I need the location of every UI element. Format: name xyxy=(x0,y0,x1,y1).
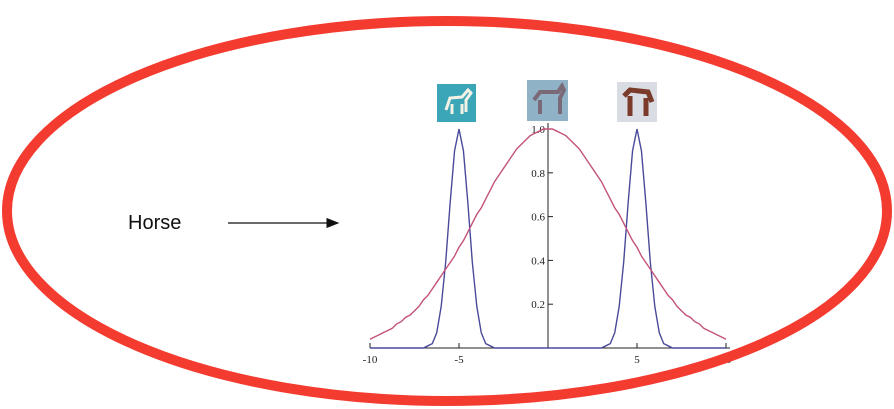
horse-thumbnail xyxy=(437,84,476,122)
curve xyxy=(369,128,727,340)
x-tick-label: -5 xyxy=(454,354,464,366)
horse-icon xyxy=(622,87,655,116)
horse-icon xyxy=(444,87,473,114)
x-tick-label: -10 xyxy=(363,354,378,366)
horse-icon xyxy=(532,82,567,114)
y-tick-label: 0.4 xyxy=(531,255,545,267)
y-tick-label: 0.2 xyxy=(531,299,545,311)
x-tick-label: 5 xyxy=(634,354,640,366)
curve xyxy=(370,128,726,349)
highlight-ellipse xyxy=(2,16,892,406)
plot: -10 -5 5 100.20.40.60.81.0 xyxy=(363,123,732,366)
thumbnails xyxy=(437,80,657,122)
y-tick-label: 0.8 xyxy=(531,168,545,180)
y-tick-label: 0.6 xyxy=(531,212,545,224)
annotation: Horse xyxy=(128,212,181,234)
